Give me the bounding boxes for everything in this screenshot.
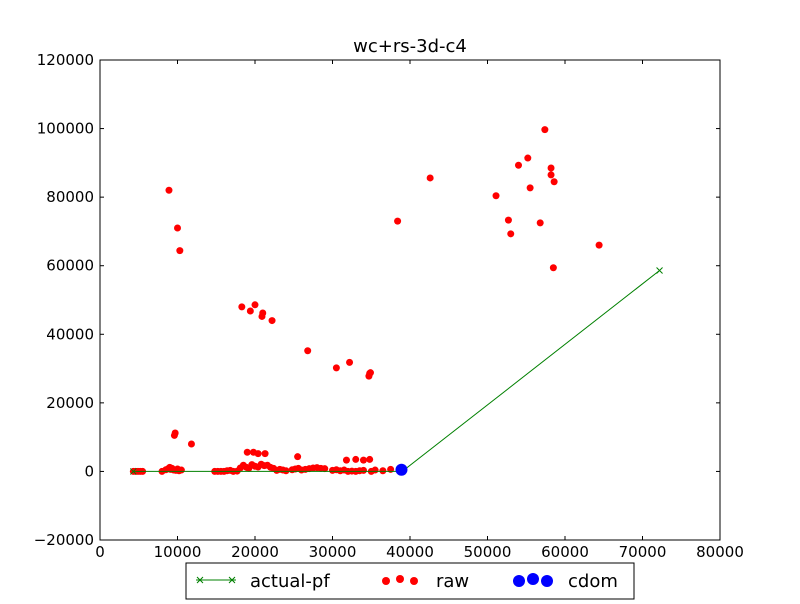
- raw-point: [352, 455, 360, 463]
- raw-point: [360, 456, 367, 464]
- y-tick-label: 100000: [37, 120, 94, 138]
- raw-point: [304, 347, 312, 355]
- raw-point: [550, 178, 558, 186]
- legend-cdom-marker-3: [541, 575, 553, 587]
- raw-point: [282, 467, 290, 475]
- raw-point: [504, 216, 512, 224]
- raw-point: [321, 465, 329, 473]
- raw-point: [366, 369, 374, 377]
- x-tick-label: 10000: [154, 543, 202, 561]
- legend-actual-pf-marker: [196, 576, 236, 584]
- actual-pf-marker: [656, 267, 663, 274]
- raw-point: [547, 171, 555, 179]
- y-tick-label: 80000: [46, 188, 94, 206]
- raw-point: [360, 466, 367, 474]
- y-tick-label: −20000: [34, 531, 94, 549]
- raw-point: [524, 154, 532, 162]
- raw-point: [342, 456, 350, 464]
- raw-point: [171, 429, 179, 437]
- raw-point: [515, 161, 522, 169]
- plot-frame: [99, 59, 721, 541]
- y-tick-label: 0: [84, 462, 94, 480]
- raw-point: [379, 467, 387, 475]
- plot-area: [129, 126, 663, 476]
- x-tick-label: 70000: [619, 543, 667, 561]
- raw-point: [174, 224, 181, 232]
- x-tick-label: 0: [95, 543, 105, 561]
- legend-label-cdom: cdom: [568, 571, 618, 592]
- raw-point: [547, 164, 555, 172]
- legend-cdom-marker-1: [513, 575, 525, 587]
- y-tick-label: 120000: [37, 51, 94, 69]
- raw-point: [426, 174, 434, 182]
- y-tick-label: 20000: [46, 394, 94, 412]
- raw-point: [595, 241, 603, 249]
- raw-point: [243, 448, 251, 456]
- raw-point: [492, 192, 500, 200]
- legend-raw-marker-1: [382, 577, 390, 585]
- x-tick-label: 20000: [231, 543, 279, 561]
- raw-point: [549, 264, 557, 272]
- axis-tick-labels: 0 10000 20000 30000 40000 50000 60000 70000 8000…: [34, 51, 744, 561]
- raw-point: [332, 364, 340, 372]
- raw-point: [371, 466, 379, 474]
- raw-point: [165, 186, 173, 194]
- raw-point: [259, 309, 267, 317]
- y-tick-label: 60000: [46, 257, 94, 275]
- raw-point: [526, 184, 534, 192]
- raw-point: [346, 358, 354, 366]
- raw-point: [176, 247, 184, 255]
- x-tick-label: 80000: [696, 543, 744, 561]
- raw-point: [238, 303, 246, 311]
- x-tick-label: 30000: [309, 543, 357, 561]
- raw-point: [251, 301, 259, 309]
- y-tick-label: 40000: [46, 325, 94, 343]
- chart-title: wc+rs-3d-c4: [353, 36, 467, 57]
- x-tick-label: 60000: [541, 543, 589, 561]
- legend: actual-pf raw cdom: [185, 562, 635, 600]
- legend-label-raw: raw: [436, 571, 469, 592]
- legend-label-actual-pf: actual-pf: [250, 571, 330, 592]
- raw-point: [507, 230, 515, 238]
- raw-point: [246, 307, 254, 315]
- raw-point: [536, 219, 544, 227]
- raw-point: [366, 455, 374, 463]
- raw-point: [187, 440, 195, 448]
- raw-point: [268, 317, 276, 325]
- x-tick-label: 40000: [386, 543, 434, 561]
- raw-point: [261, 450, 269, 458]
- raw-point: [177, 466, 185, 474]
- raw-point: [394, 217, 402, 225]
- raw-point: [254, 450, 262, 458]
- legend-raw-marker-3: [410, 577, 418, 585]
- cdom-point: [395, 463, 408, 476]
- legend-cdom-marker-2: [527, 573, 539, 585]
- raw-point: [541, 126, 549, 134]
- legend-raw-marker-2: [396, 575, 404, 583]
- x-tick-label: 50000: [464, 543, 512, 561]
- actual-pf-marker: [129, 468, 137, 475]
- raw-point: [294, 453, 302, 461]
